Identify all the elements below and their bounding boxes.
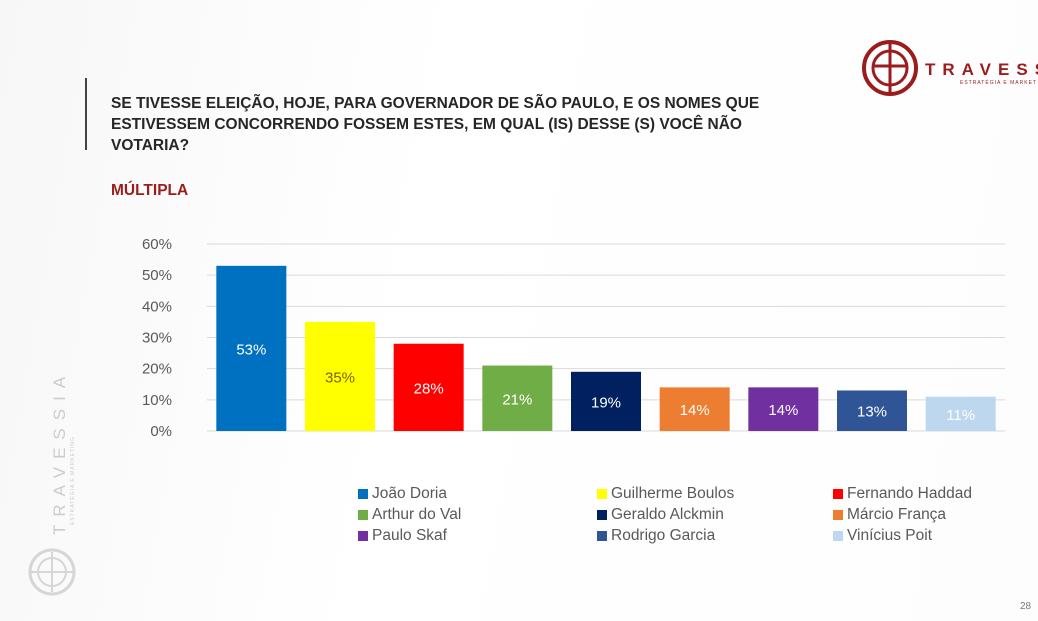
y-tick-label: 40% [142,298,172,315]
bar-7 [837,390,907,431]
data-label: 11% [946,407,975,424]
legend-swatch [597,510,607,520]
bar-6 [748,387,819,431]
y-tick-label: 30% [142,330,172,347]
y-tick-label: 50% [142,267,172,284]
data-label: 35% [325,369,355,386]
legend-label: Rodrigo Garcia [611,527,716,544]
data-label: 14% [768,402,798,419]
y-tick-label: 60% [142,236,172,253]
bar-1 [305,321,375,431]
legend-swatch [358,510,368,520]
legend-label: João Doria [372,485,447,502]
chart-legend: João Doria Guilherme Boulos Fernando Hadda… [358,485,998,545]
legend-label: Márcio França [847,506,947,523]
legend-item: Rodrigo Garcia [597,527,833,545]
legend-swatch [597,489,607,499]
data-label: 19% [591,394,621,411]
y-tick-label: 20% [142,361,172,378]
legend-item: Geraldo Alckmin [597,506,833,524]
title-accent-bar [85,78,87,150]
legend-label: Vinícius Poit [847,527,933,544]
legend-label: Arthur do Val [372,506,462,523]
data-label: 14% [680,402,710,419]
watermark-logo-icon [28,548,76,596]
travessia-logo-icon [862,40,918,96]
legend-swatch [358,489,368,499]
slide-subtitle: MÚLTIPLA [111,182,189,199]
legend-swatch [358,531,368,541]
legend-item: Arthur do Val [358,506,597,524]
legend-item: Fernando Haddad [833,485,1003,503]
bar-4 [571,371,641,431]
legend-item: Márcio França [833,506,1003,524]
data-label: 28% [414,380,444,397]
slide-title: SE TIVESSE ELEIÇÃO, HOJE, PARA GOVERNADO… [111,95,760,154]
bar-5 [659,387,730,431]
logo-name: TRAVESS [925,60,1038,79]
y-tick-label: 10% [142,392,172,409]
logo-tagline: ESTRATÉGIA E MARKET [960,80,1037,86]
legend-swatch [833,489,843,499]
legend-swatch [833,531,843,541]
bar-8 [925,396,996,431]
data-label: 21% [502,391,532,408]
page-number: 28 [1020,601,1032,612]
legend-swatch [833,510,843,520]
legend-item: João Doria [358,485,597,503]
y-tick-label: 0% [150,423,172,440]
data-label: 53% [236,341,266,358]
legend-label: Geraldo Alckmin [611,506,724,523]
legend-label: Paulo Skaf [372,527,447,544]
data-label: 13% [857,404,887,421]
legend-item: Vinícius Poit [833,527,1003,545]
legend-swatch [597,531,607,541]
bar-3 [482,365,553,431]
bar-2 [393,343,464,431]
bar-chart: 0% 10% 20% 30% 40% 50% 60% 53% 35% 28% 21% 19% 14% 14… [142,236,1005,440]
legend-item: Guilherme Boulos [597,485,833,503]
bar-0 [216,265,287,431]
legend-label: Fernando Haddad [847,485,972,502]
legend-item: Paulo Skaf [358,527,597,545]
legend-label: Guilherme Boulos [611,485,735,502]
